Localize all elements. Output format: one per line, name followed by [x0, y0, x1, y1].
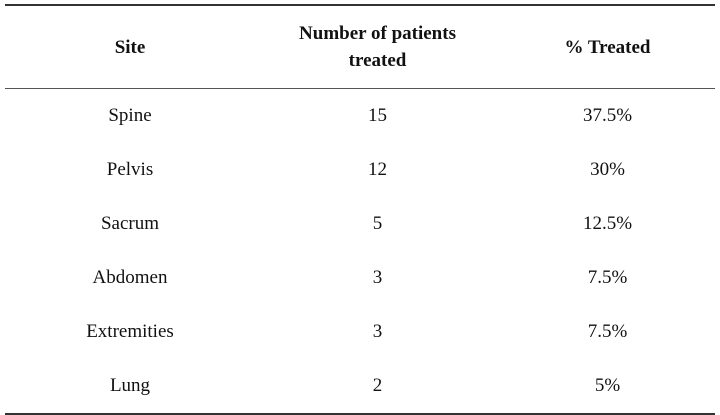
table-cell: 15 — [368, 105, 387, 126]
table-cell: Sacrum — [100, 213, 160, 234]
header-cell: Number of patients treated — [255, 5, 500, 89]
table-cell: Abdomen — [92, 267, 168, 288]
table-cell: 12.5% — [582, 213, 633, 234]
table-cell: 5 — [372, 213, 383, 234]
table-cell: 37.5% — [582, 105, 633, 126]
table-row: Sacrum 5 12.5% — [5, 197, 715, 251]
header-cell: Site — [5, 5, 255, 89]
table-cell: 3 — [372, 321, 383, 342]
table-row: Spine 15 37.5% — [5, 89, 715, 144]
table-cell: Spine — [108, 105, 152, 126]
header-text: Number of patients treated — [299, 23, 456, 71]
table-cell: 3 — [372, 267, 383, 288]
table-cell: 12 — [368, 159, 387, 180]
table-cell: Pelvis — [106, 159, 154, 180]
header-row: Site Number of patients treated % Treate… — [5, 5, 715, 89]
table-cell: Lung — [109, 375, 151, 396]
table-body: Spine 15 37.5% Pelvis 12 30% Sacrum 5 12.5% Abdom… — [5, 89, 715, 415]
table-cell: 7.5% — [587, 267, 628, 288]
table-cell: 2 — [372, 375, 383, 396]
table-row: Pelvis 12 30% — [5, 143, 715, 197]
header-cell: % Treated — [500, 5, 715, 89]
table-cell: 5% — [594, 375, 621, 396]
table-cell: Extremities — [86, 321, 174, 342]
table-row: Lung 2 5% — [5, 359, 715, 414]
table-row: Extremities 3 7.5% — [5, 305, 715, 359]
table-row: Abdomen 3 7.5% — [5, 251, 715, 305]
table-cell: 7.5% — [587, 321, 628, 342]
table-cell: 30% — [590, 159, 625, 180]
data-table: Site Number of patients treated % Treate… — [5, 4, 715, 415]
